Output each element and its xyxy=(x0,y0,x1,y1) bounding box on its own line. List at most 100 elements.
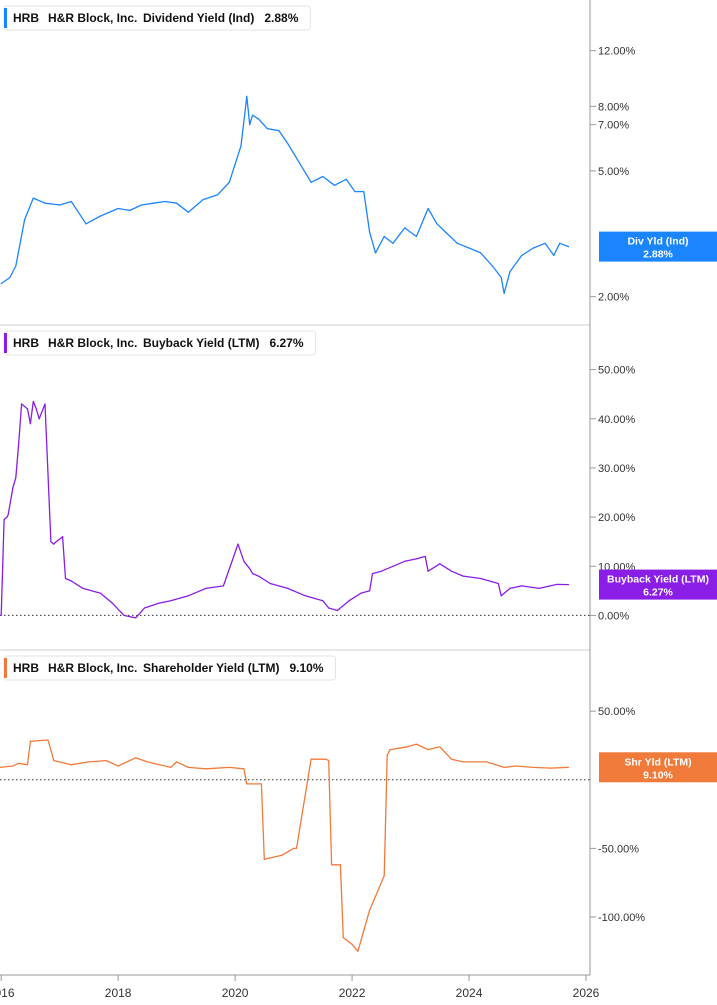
data-point xyxy=(480,252,482,254)
data-point xyxy=(374,895,377,897)
data-point xyxy=(85,223,87,225)
legend-metric: Buyback Yield (LTM) xyxy=(143,336,259,350)
data-point xyxy=(0,614,1,617)
data-point xyxy=(287,142,289,145)
data-point xyxy=(567,766,570,768)
data-point xyxy=(480,577,482,580)
data-point xyxy=(249,568,251,570)
data-point xyxy=(328,759,330,762)
data-point xyxy=(333,184,336,186)
data-point xyxy=(61,536,64,538)
data-point xyxy=(88,761,90,763)
data-point xyxy=(462,575,464,577)
data-point xyxy=(295,847,298,849)
y-tick-label: 8.00% xyxy=(598,101,629,113)
data-point xyxy=(143,607,146,609)
data-point xyxy=(216,194,219,196)
value-flag xyxy=(599,752,717,783)
data-point xyxy=(44,403,46,405)
data-point xyxy=(363,930,365,932)
data-point xyxy=(228,181,230,183)
x-tick-label: 2020 xyxy=(222,986,249,1000)
data-point xyxy=(50,541,52,543)
data-point xyxy=(15,477,17,479)
data-point xyxy=(386,754,388,756)
legend-ticker: HRB xyxy=(13,336,39,350)
data-point xyxy=(3,518,5,521)
data-point xyxy=(521,254,523,257)
x-tick-label: 2022 xyxy=(339,986,366,1000)
y-tick-label: 5.00% xyxy=(598,166,629,178)
legend-metric: Dividend Yield (Ind) xyxy=(143,11,254,25)
data-point xyxy=(404,560,406,562)
data-point xyxy=(521,585,523,587)
data-point xyxy=(32,400,34,403)
data-point xyxy=(348,600,350,602)
data-point xyxy=(202,199,204,201)
series-line-1 xyxy=(0,400,569,619)
data-point xyxy=(345,178,347,180)
data-point xyxy=(152,202,154,204)
data-point xyxy=(556,583,558,586)
x-tick-label: 2026 xyxy=(573,986,600,1000)
data-point xyxy=(257,118,260,120)
y-tick-label: 40.00% xyxy=(598,414,636,426)
value-flag-label: Shr Yld (LTM) xyxy=(624,756,691,768)
series-line-0 xyxy=(0,95,569,294)
data-point xyxy=(123,614,125,617)
data-point xyxy=(6,516,8,518)
data-point xyxy=(18,442,20,444)
data-point xyxy=(383,235,385,238)
data-point xyxy=(462,761,464,763)
data-point xyxy=(567,583,570,586)
data-point xyxy=(26,408,29,410)
data-point xyxy=(389,748,391,751)
data-point xyxy=(509,587,511,589)
data-point xyxy=(237,543,239,545)
data-point xyxy=(281,854,283,856)
data-point xyxy=(53,543,55,545)
data-point xyxy=(415,235,417,238)
data-point xyxy=(325,758,327,760)
y-tick-label: 30.00% xyxy=(598,463,636,475)
data-point xyxy=(456,242,458,244)
data-point xyxy=(26,764,29,766)
data-point xyxy=(246,95,248,97)
data-point xyxy=(170,600,172,602)
data-point xyxy=(0,614,2,617)
data-point xyxy=(70,764,72,766)
legend-color-bar xyxy=(4,8,7,28)
data-point xyxy=(500,276,502,279)
data-point xyxy=(117,207,119,210)
legend-metric: Shareholder Yield (LTM) xyxy=(143,661,279,675)
data-point xyxy=(70,200,72,203)
data-point xyxy=(146,761,148,763)
data-point xyxy=(249,124,251,126)
data-point xyxy=(64,577,67,580)
data-point xyxy=(54,542,56,544)
data-point xyxy=(99,592,102,594)
data-point xyxy=(35,408,37,410)
data-point xyxy=(532,247,534,249)
data-point xyxy=(246,783,248,785)
data-point xyxy=(354,190,356,193)
data-point xyxy=(252,114,254,116)
y-tick-label: 7.00% xyxy=(598,120,629,132)
data-point xyxy=(427,207,429,210)
data-point xyxy=(503,766,505,769)
value-flag-label: Buyback Yield (LTM) xyxy=(607,574,709,586)
data-point xyxy=(111,602,113,604)
data-point xyxy=(44,202,46,204)
value-flag-value: 9.10% xyxy=(643,769,673,781)
data-point xyxy=(205,768,207,770)
data-point xyxy=(427,570,429,572)
data-point xyxy=(310,758,312,760)
data-point xyxy=(532,766,534,769)
data-point xyxy=(559,242,561,244)
legend-latest-value: 6.27% xyxy=(269,336,303,350)
data-point xyxy=(407,746,409,748)
data-point xyxy=(0,766,1,769)
data-point xyxy=(29,740,32,742)
data-point xyxy=(82,587,84,589)
